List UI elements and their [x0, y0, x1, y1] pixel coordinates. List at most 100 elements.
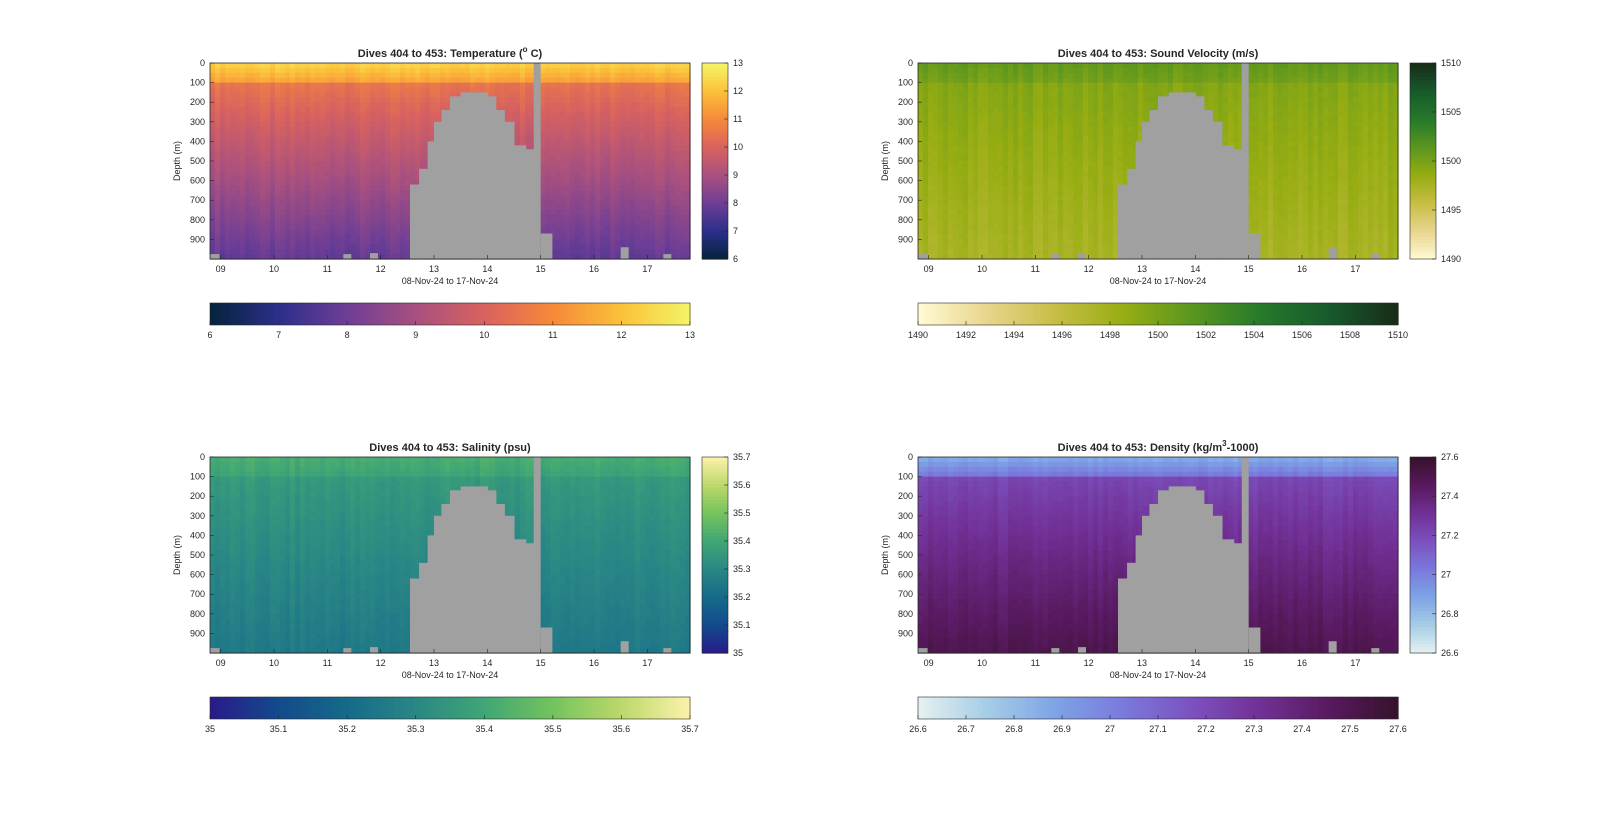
- heatmap-cell: [680, 151, 686, 157]
- heatmap-cell: [260, 190, 266, 196]
- heatmap-cell: [958, 215, 964, 221]
- heatmap-cell: [933, 141, 939, 147]
- heatmap-cell: [505, 112, 511, 118]
- heatmap-cell: [968, 190, 974, 196]
- heatmap-cell: [675, 102, 681, 108]
- heatmap-cell: [505, 102, 511, 108]
- heatmap-cell: [600, 92, 606, 98]
- heatmap-cell: [305, 97, 311, 103]
- heatmap-cell: [380, 156, 386, 162]
- heatmap-cell: [270, 225, 276, 231]
- heatmap-cell: [625, 230, 631, 236]
- heatmap-cell: [620, 186, 626, 192]
- heatmap-cell: [280, 63, 286, 69]
- heatmap-cell: [335, 171, 341, 177]
- heatmap-cell: [380, 239, 386, 245]
- colorbar-tick-label: 9: [733, 170, 738, 180]
- heatmap-cell: [250, 186, 256, 192]
- heatmap-cell: [560, 210, 566, 216]
- heatmap-cell: [450, 83, 456, 89]
- heatmap-cell: [580, 239, 586, 245]
- heatmap-cell: [983, 137, 989, 143]
- heatmap-cell: [635, 97, 641, 103]
- heatmap-cell: [600, 156, 606, 162]
- heatmap-cell: [963, 190, 969, 196]
- heatmap-cell: [550, 83, 556, 89]
- heatmap-cell: [270, 235, 276, 241]
- heatmap-cell: [933, 200, 939, 206]
- heatmap-cell: [1023, 215, 1029, 221]
- heatmap-cell: [315, 83, 321, 89]
- heatmap-cell: [375, 112, 381, 118]
- heatmap-cell: [600, 186, 606, 192]
- heatmap-cell: [928, 220, 934, 226]
- heatmap-cell: [948, 137, 954, 143]
- heatmap-cell: [270, 92, 276, 98]
- heatmap-cell: [370, 117, 376, 123]
- heatmap-cell: [225, 166, 231, 172]
- heatmap-cell: [285, 249, 291, 255]
- heatmap-cell: [390, 161, 396, 167]
- heatmap-cell: [255, 249, 261, 255]
- heatmap-cell: [365, 83, 371, 89]
- heatmap-cell: [395, 230, 401, 236]
- heatmap-cell: [365, 127, 371, 133]
- heatmap-cell: [943, 132, 949, 138]
- heatmap-cell: [225, 220, 231, 226]
- heatmap-cell: [405, 92, 411, 98]
- heatmap-cell: [365, 63, 371, 69]
- heatmap-cell: [215, 195, 221, 201]
- heatmap-cell: [595, 195, 601, 201]
- heatmap-cell: [440, 92, 446, 98]
- heatmap-cell: [315, 205, 321, 211]
- heatmap-cell: [385, 215, 391, 221]
- heatmap-cell: [395, 107, 401, 113]
- heatmap-cell: [640, 230, 646, 236]
- heatmap-cell: [978, 161, 984, 167]
- colorbar-tick-label: 13: [733, 58, 743, 68]
- heatmap-cell: [605, 190, 611, 196]
- heatmap-cell: [958, 200, 964, 206]
- heatmap-cell: [295, 186, 301, 192]
- heatmap-cell: [305, 63, 311, 69]
- heatmap-cell: [330, 146, 336, 152]
- heatmap-cell: [655, 156, 661, 162]
- heatmap-cell: [625, 117, 631, 123]
- heatmap-cell: [380, 235, 386, 241]
- heatmap-cell: [1013, 117, 1019, 123]
- heatmap-cell: [660, 156, 666, 162]
- heatmap-cell: [1013, 225, 1019, 231]
- heatmap-cell: [375, 141, 381, 147]
- heatmap-cell: [635, 78, 641, 84]
- heatmap-cell: [285, 230, 291, 236]
- heatmap-cell: [943, 200, 949, 206]
- heatmap-cell: [490, 63, 496, 69]
- heatmap-cell: [615, 166, 621, 172]
- heatmap-cell: [285, 235, 291, 241]
- heatmap-cell: [250, 161, 256, 167]
- heatmap-cell: [270, 73, 276, 79]
- heatmap-cell: [555, 156, 561, 162]
- heatmap-cell: [425, 122, 431, 128]
- heatmap-cell: [998, 63, 1004, 69]
- heatmap-cell: [590, 151, 596, 157]
- heatmap-cell: [315, 181, 321, 187]
- heatmap-cell: [345, 137, 351, 143]
- heatmap-cell: [565, 156, 571, 162]
- heatmap-cell: [655, 92, 661, 98]
- heatmap-cell: [630, 225, 636, 231]
- heatmap-cell: [665, 215, 671, 221]
- heatmap-cell: [240, 190, 246, 196]
- heatmap-cell: [983, 190, 989, 196]
- heatmap-cell: [220, 97, 226, 103]
- heatmap-cell: [545, 132, 551, 138]
- heatmap-cell: [390, 146, 396, 152]
- heatmap-cell: [340, 102, 346, 108]
- heatmap-cell: [953, 97, 959, 103]
- heatmap-cell: [953, 127, 959, 133]
- heatmap-cell: [615, 68, 621, 74]
- heatmap-cell: [938, 181, 944, 187]
- heatmap-cell: [610, 107, 616, 113]
- heatmap-cell: [430, 73, 436, 79]
- heatmap-cell: [655, 146, 661, 152]
